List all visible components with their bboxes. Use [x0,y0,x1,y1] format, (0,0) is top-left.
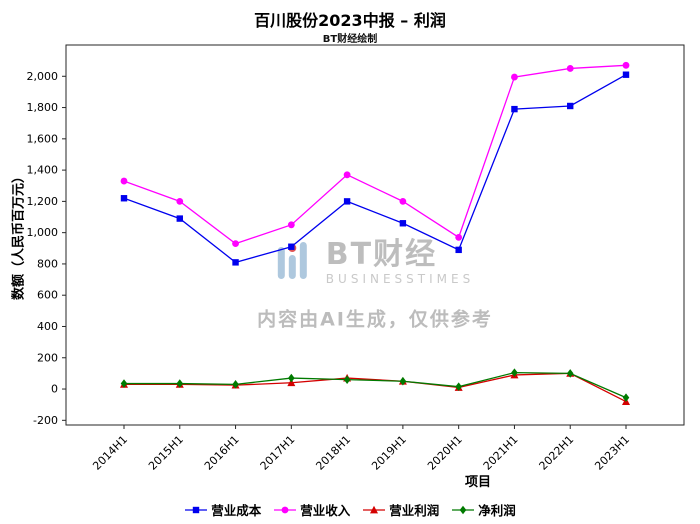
y-axis-ticks: -200 0 200 400 600 800 1,000 1,200 1,400 1,600 1,8… [27,70,66,427]
circle-marker [343,171,351,179]
circle-marker [120,177,128,185]
svg-text:2020H1: 2020H1 [425,433,465,473]
svg-text:-200: -200 [33,414,58,427]
series-营业利润 [120,369,630,405]
svg-text:2014H1: 2014H1 [90,433,130,473]
diamond-marker [399,376,407,386]
plot-frame [65,44,685,426]
svg-text:400: 400 [37,320,58,333]
legend-item: 营业利润 [362,500,439,519]
triangle-marker [370,505,379,513]
svg-text:2016H1: 2016H1 [202,433,242,473]
legend-label: 营业收入 [300,503,351,518]
series-营业成本 [120,71,630,266]
square-marker [288,243,295,250]
circle-marker [232,240,239,248]
diamond-marker [343,375,351,384]
chart-title: 百川股份2023中报 – 利润 [254,11,446,30]
svg-text:1,200: 1,200 [27,195,59,208]
svg-text:1,400: 1,400 [27,164,59,177]
svg-text:2015H1: 2015H1 [146,433,186,473]
legend-item: 营业成本 [184,500,261,519]
series-净利润 [120,368,630,402]
legend-marker-icon [452,505,475,514]
svg-text:2021H1: 2021H1 [481,433,521,473]
watermark-text: BT财经 BUSINESSTIMES [326,238,474,286]
square-marker [511,105,518,113]
series-营业收入 [120,61,630,248]
diamond-marker [288,373,295,383]
circle-marker [399,197,407,205]
svg-text:2023H1: 2023H1 [592,433,632,473]
legend-marker-icon [185,506,208,513]
square-marker [176,215,183,222]
svg-text:800: 800 [37,257,58,270]
legend-marker-icon [274,506,297,513]
watermark-disclaimer: 内容由AI生成，仅供参考 [257,308,493,331]
svg-text:1,000: 1,000 [27,226,59,239]
square-marker [232,259,239,266]
x-axis-label: 项目 [464,475,492,490]
square-marker [567,102,574,110]
svg-text:600: 600 [37,289,58,302]
svg-text:1,800: 1,800 [27,101,59,114]
svg-text:200: 200 [37,351,58,364]
diamond-marker [232,380,239,389]
circle-marker [281,506,289,513]
legend-label: 营业成本 [211,503,262,518]
watermark-brand-sub: BUSINESSTIMES [325,272,475,286]
circle-marker [455,233,463,241]
diamond-marker [566,369,574,378]
square-marker [193,506,200,513]
square-marker [120,195,128,202]
svg-text:2,000: 2,000 [27,70,59,83]
diamond-marker [176,379,184,388]
diamond-marker [511,368,518,377]
circle-marker [176,197,184,205]
svg-text:2018H1: 2018H1 [313,433,353,473]
legend-label: 净利润 [478,503,516,518]
circle-marker [566,65,574,72]
legend-item: 净利润 [451,500,516,519]
x-axis-ticks: 2014H1 2015H1 2016H1 2017H1 2018H1 2019H1 2020… [90,425,632,473]
diamond-marker [459,505,467,514]
legend-marker-icon [363,505,386,513]
legend: 营业成本 营业收入 营业利润 净利润 [0,500,700,519]
y-axis-label: 数额（人民币百万元） [11,169,27,301]
legend-label: 营业利润 [389,503,440,518]
square-marker [399,220,407,227]
square-marker [343,198,351,205]
svg-text:2022H1: 2022H1 [537,433,577,473]
watermark-brand: BT财经 [325,237,438,272]
square-marker [455,246,462,254]
legend-item: 营业收入 [273,500,350,519]
svg-text:0: 0 [51,383,58,396]
svg-text:1,600: 1,600 [27,132,59,145]
diamond-marker [120,379,128,388]
circle-marker [511,73,518,81]
chart-subtitle: BT财经绘制 [322,34,378,45]
svg-text:2019H1: 2019H1 [369,433,409,473]
square-marker [622,71,630,78]
diamond-marker [455,382,462,391]
circle-marker [622,61,630,69]
svg-text:2017H1: 2017H1 [258,433,298,473]
circle-marker [287,221,295,229]
diamond-marker [622,393,630,402]
